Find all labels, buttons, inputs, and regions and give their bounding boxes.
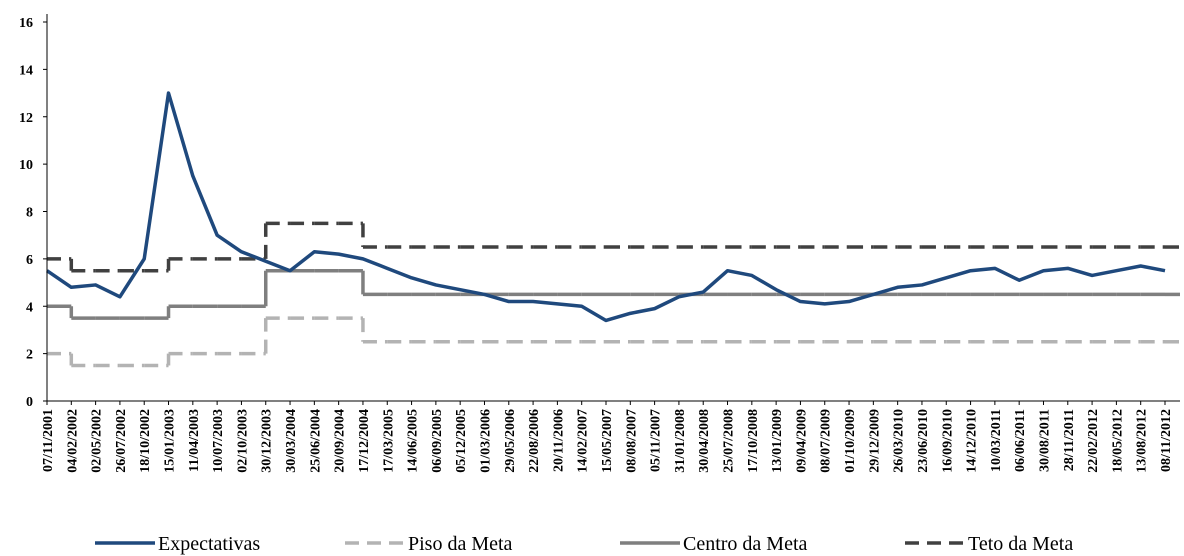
x-tick-label: 01/03/2006 <box>478 409 493 473</box>
y-tick-label: 2 <box>26 348 33 363</box>
x-tick-label: 31/01/2008 <box>673 409 688 473</box>
y-tick-label: 6 <box>26 253 33 268</box>
series <box>47 221 1180 273</box>
x-tick-label: 30/04/2008 <box>697 409 712 473</box>
x-tick-label: 20/11/2006 <box>551 409 566 472</box>
y-tick-label: 14 <box>19 63 33 78</box>
x-tick-label: 26/07/2002 <box>114 409 129 473</box>
x-tick-label: 10/07/2003 <box>211 409 226 473</box>
x-tick-label: 14/02/2007 <box>576 409 591 473</box>
x-tick-label: 29/12/2009 <box>867 409 882 473</box>
x-tick-label: 17/12/2004 <box>357 409 372 473</box>
x-tick-label: 29/05/2006 <box>503 409 518 473</box>
x-tick-label: 05/11/2007 <box>649 409 664 472</box>
x-tick-label: 07/11/2001 <box>41 409 56 472</box>
x-tick-label: 15/05/2007 <box>600 409 615 473</box>
x-tick-label: 14/12/2010 <box>965 409 980 473</box>
x-tick-label: 09/04/2009 <box>794 409 809 473</box>
x-tick-label: 17/10/2008 <box>746 409 761 473</box>
x-tick-label: 02/05/2002 <box>90 409 105 473</box>
x-tick-label: 08/08/2007 <box>624 409 639 473</box>
x-tick-label: 08/07/2009 <box>819 409 834 473</box>
x-tick-label: 05/12/2005 <box>454 409 469 473</box>
x-tick-label: 04/02/2002 <box>65 409 80 473</box>
legend-label: Expectativas <box>158 533 260 555</box>
series <box>47 268 1180 320</box>
x-tick-label: 22/02/2012 <box>1086 409 1101 473</box>
x-tick-label: 28/11/2011 <box>1062 409 1077 471</box>
y-tick-label: 16 <box>19 16 33 31</box>
x-tick-label: 14/06/2005 <box>406 409 421 473</box>
x-tick-label: 30/12/2003 <box>260 409 275 473</box>
x-tick-label: 16/09/2010 <box>940 409 955 473</box>
y-tick-label: 0 <box>26 395 33 410</box>
x-tick-label: 20/09/2004 <box>333 409 348 473</box>
x-tick-label: 23/06/2010 <box>916 409 931 473</box>
x-tick-label: 30/03/2004 <box>284 409 299 473</box>
x-tick-label: 02/10/2003 <box>235 409 250 473</box>
x-tick-label: 13/01/2009 <box>770 409 785 473</box>
x-tick-label: 08/11/2012 <box>1159 409 1174 472</box>
x-tick-label: 10/03/2011 <box>989 409 1004 472</box>
legend-label: Piso da Meta <box>408 533 513 555</box>
x-tick-label: 17/03/2005 <box>381 409 396 473</box>
y-tick-label: 4 <box>26 300 33 315</box>
legend-label: Centro da Meta <box>683 533 808 555</box>
x-tick-label: 13/08/2012 <box>1135 409 1150 473</box>
x-tick-label: 15/01/2003 <box>163 409 178 473</box>
legend-label: Teto da Meta <box>968 533 1073 555</box>
y-tick-label: 10 <box>19 158 33 173</box>
x-tick-label: 06/09/2005 <box>430 409 445 473</box>
x-tick-label: 26/03/2010 <box>892 409 907 473</box>
y-tick-label: 12 <box>19 111 33 126</box>
x-tick-label: 25/07/2008 <box>722 409 737 473</box>
x-tick-label: 22/08/2006 <box>527 409 542 473</box>
series-line <box>46 91 1166 323</box>
series <box>46 91 1166 323</box>
x-tick-label: 25/06/2004 <box>308 409 323 473</box>
series <box>47 316 1180 368</box>
x-tick-label: 18/10/2002 <box>138 409 153 473</box>
x-tick-label: 11/04/2003 <box>187 409 202 472</box>
x-tick-label: 18/05/2012 <box>1110 409 1125 473</box>
x-tick-label: 30/08/2011 <box>1037 409 1052 472</box>
x-tick-label: 01/10/2009 <box>843 409 858 473</box>
x-tick-label: 06/06/2011 <box>1013 409 1028 472</box>
y-tick-label: 8 <box>26 206 33 221</box>
